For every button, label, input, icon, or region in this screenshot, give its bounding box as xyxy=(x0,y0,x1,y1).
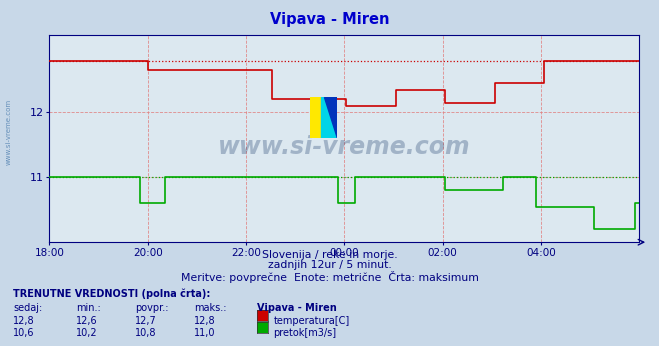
Text: TRENUTNE VREDNOSTI (polna črta):: TRENUTNE VREDNOSTI (polna črta): xyxy=(13,289,211,299)
Text: www.si-vreme.com: www.si-vreme.com xyxy=(5,98,12,165)
Text: 10,8: 10,8 xyxy=(135,328,157,338)
Text: temperatura[C]: temperatura[C] xyxy=(273,316,350,326)
Text: Vipava - Miren: Vipava - Miren xyxy=(270,12,389,27)
Text: 12,7: 12,7 xyxy=(135,316,157,326)
Text: Slovenija / reke in morje.: Slovenija / reke in morje. xyxy=(262,250,397,260)
Text: 10,2: 10,2 xyxy=(76,328,98,338)
Text: 12,6: 12,6 xyxy=(76,316,98,326)
Text: Meritve: povprečne  Enote: metrične  Črta: maksimum: Meritve: povprečne Enote: metrične Črta:… xyxy=(181,271,478,283)
Text: 12,8: 12,8 xyxy=(194,316,216,326)
Bar xyxy=(310,97,324,138)
Text: 11,0: 11,0 xyxy=(194,328,216,338)
Text: zadnjih 12ur / 5 minut.: zadnjih 12ur / 5 minut. xyxy=(268,260,391,270)
Text: sedaj:: sedaj: xyxy=(13,303,42,313)
Text: povpr.:: povpr.: xyxy=(135,303,169,313)
Text: www.si-vreme.com: www.si-vreme.com xyxy=(218,135,471,159)
Text: maks.:: maks.: xyxy=(194,303,227,313)
Bar xyxy=(321,97,337,138)
Polygon shape xyxy=(324,97,337,138)
Text: Vipava - Miren: Vipava - Miren xyxy=(257,303,337,313)
Text: 10,6: 10,6 xyxy=(13,328,35,338)
Text: min.:: min.: xyxy=(76,303,101,313)
Text: pretok[m3/s]: pretok[m3/s] xyxy=(273,328,337,338)
Text: 12,8: 12,8 xyxy=(13,316,35,326)
